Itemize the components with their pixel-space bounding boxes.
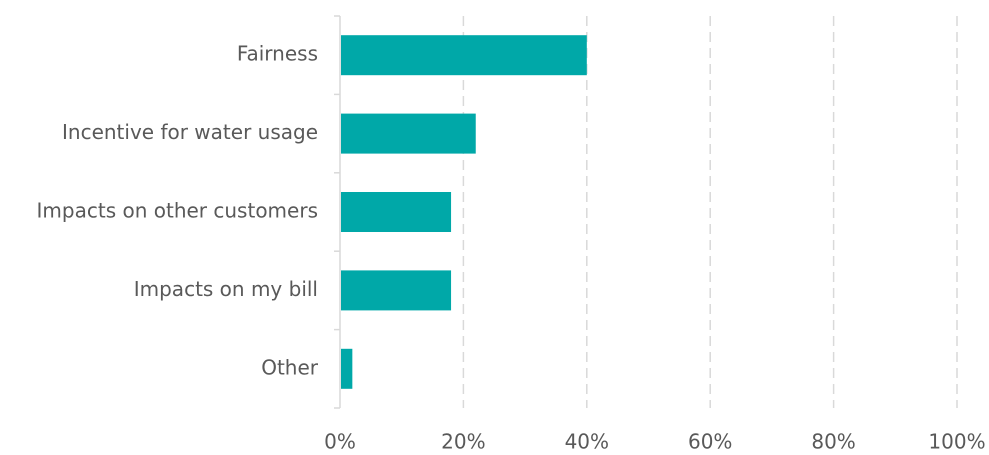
x-tick-label: 100% [928, 430, 985, 454]
bar [341, 35, 587, 76]
bar [341, 192, 452, 232]
x-tick-label: 60% [688, 430, 732, 454]
x-tick-label: 20% [441, 430, 485, 454]
bar [341, 270, 452, 311]
x-axis-tick-labels: 0% 20% 40% 60% 80% 100% [324, 430, 985, 454]
category-label: Fairness [237, 42, 318, 66]
x-tick-label: 0% [324, 430, 356, 454]
category-label: Impacts on other customers [37, 199, 318, 223]
category-labels: Fairness Incentive for water usage Impacts… [37, 42, 319, 380]
category-axis [334, 15, 341, 409]
category-label: Other [261, 355, 319, 379]
bar [341, 113, 476, 154]
gridlines [462, 16, 958, 408]
bars [341, 35, 587, 389]
x-tick-label: 80% [811, 430, 855, 454]
x-tick-label: 40% [565, 430, 609, 454]
bar [341, 348, 353, 389]
category-label: Incentive for water usage [62, 120, 318, 144]
category-label: Impacts on my bill [134, 277, 318, 301]
